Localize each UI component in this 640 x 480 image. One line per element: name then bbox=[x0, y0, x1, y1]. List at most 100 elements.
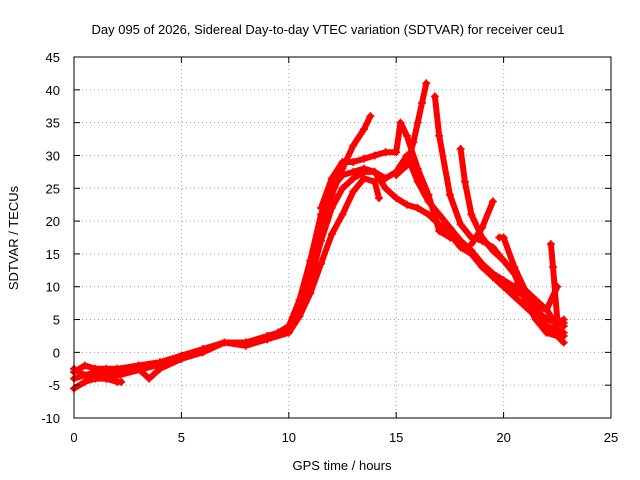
y-tick-label: 0 bbox=[53, 345, 60, 360]
data-point bbox=[445, 233, 454, 242]
data-point bbox=[80, 377, 89, 386]
satellite-track-5 bbox=[284, 112, 375, 331]
data-point bbox=[413, 118, 422, 127]
data-point bbox=[370, 177, 379, 186]
data-point bbox=[177, 354, 186, 363]
data-point bbox=[295, 312, 304, 321]
data-point bbox=[370, 151, 379, 160]
data-point bbox=[381, 184, 390, 193]
data-point bbox=[478, 259, 487, 268]
data-point bbox=[317, 203, 326, 212]
data-series bbox=[70, 79, 568, 393]
data-point bbox=[456, 144, 465, 153]
data-point bbox=[284, 322, 293, 331]
data-point bbox=[559, 338, 568, 347]
y-tick-label: 10 bbox=[46, 280, 60, 295]
data-point bbox=[478, 233, 487, 242]
data-point bbox=[488, 272, 497, 281]
data-point bbox=[381, 174, 390, 183]
data-point bbox=[370, 167, 379, 176]
data-point bbox=[445, 190, 454, 199]
x-tick-label: 10 bbox=[282, 430, 296, 445]
data-point bbox=[338, 184, 347, 193]
data-point bbox=[553, 315, 562, 324]
data-point bbox=[413, 203, 422, 212]
data-point bbox=[91, 374, 100, 383]
data-point bbox=[531, 302, 540, 311]
data-point bbox=[349, 141, 358, 150]
data-point bbox=[117, 377, 126, 386]
series-line bbox=[547, 241, 567, 330]
data-point bbox=[402, 161, 411, 170]
x-tick-label: 0 bbox=[70, 430, 77, 445]
data-point bbox=[424, 190, 433, 199]
data-point bbox=[396, 118, 405, 127]
satellite-track-10 bbox=[467, 197, 497, 249]
data-point bbox=[338, 158, 347, 167]
data-point bbox=[542, 305, 551, 314]
x-axis-label: GPS time / hours bbox=[293, 458, 392, 473]
data-point bbox=[435, 131, 444, 140]
data-point bbox=[417, 98, 426, 107]
data-point bbox=[392, 148, 401, 157]
plot-frame bbox=[73, 56, 612, 419]
satellite-track-4 bbox=[70, 174, 384, 393]
satellite-track-9 bbox=[456, 144, 568, 347]
data-point bbox=[478, 223, 487, 232]
data-point bbox=[435, 226, 444, 235]
data-point bbox=[549, 263, 558, 272]
series-line bbox=[457, 145, 567, 346]
series-line bbox=[431, 93, 567, 339]
data-point bbox=[349, 158, 358, 167]
y-tick-label: 25 bbox=[46, 181, 60, 196]
data-point bbox=[306, 289, 315, 298]
data-point bbox=[338, 210, 347, 219]
data-point bbox=[317, 220, 326, 229]
data-point bbox=[402, 200, 411, 209]
x-tick-label: 25 bbox=[604, 430, 618, 445]
satellite-track-6 bbox=[317, 118, 568, 337]
data-point bbox=[424, 210, 433, 219]
satellite-track-12 bbox=[546, 240, 568, 331]
y-tick-label: 15 bbox=[46, 247, 60, 262]
y-tick-label: 30 bbox=[46, 148, 60, 163]
data-point bbox=[359, 125, 368, 134]
data-point bbox=[349, 174, 358, 183]
data-point bbox=[510, 263, 519, 272]
data-point bbox=[359, 154, 368, 163]
y-tick-label: 45 bbox=[46, 50, 60, 65]
data-point bbox=[381, 148, 390, 157]
x-tick-label: 5 bbox=[178, 430, 185, 445]
data-point bbox=[220, 338, 229, 347]
y-tick-label: 40 bbox=[46, 83, 60, 98]
data-point bbox=[263, 335, 272, 344]
data-point bbox=[327, 174, 336, 183]
x-tick-label: 20 bbox=[496, 430, 510, 445]
data-point bbox=[295, 295, 304, 304]
data-point bbox=[488, 246, 497, 255]
data-point bbox=[430, 92, 439, 101]
y-tick-label: 20 bbox=[46, 214, 60, 229]
data-point bbox=[317, 259, 326, 268]
data-point bbox=[359, 174, 368, 183]
axis-ticks: 0 5 10 15 20 25 -10 -5 0 5 10 15 20 25 30 35 40 45 bbox=[41, 50, 618, 445]
y-tick-label: 35 bbox=[46, 116, 60, 131]
x-tick-label: 15 bbox=[389, 430, 403, 445]
data-point bbox=[392, 194, 401, 203]
chart-title: Day 095 of 2026, Sidereal Day-to-day VTE… bbox=[91, 22, 564, 37]
data-point bbox=[102, 374, 111, 383]
y-axis-label: SDTVAR / TECUs bbox=[6, 185, 21, 290]
data-point bbox=[499, 282, 508, 291]
data-point bbox=[546, 240, 555, 249]
data-point bbox=[413, 164, 422, 173]
data-point bbox=[542, 322, 551, 331]
data-point bbox=[422, 79, 431, 88]
data-point bbox=[456, 236, 465, 245]
data-point bbox=[499, 256, 508, 265]
data-point bbox=[499, 233, 508, 242]
data-point bbox=[467, 240, 476, 249]
satellite-track-7 bbox=[392, 79, 431, 180]
data-point bbox=[488, 197, 497, 206]
y-tick-label: 5 bbox=[53, 313, 60, 328]
